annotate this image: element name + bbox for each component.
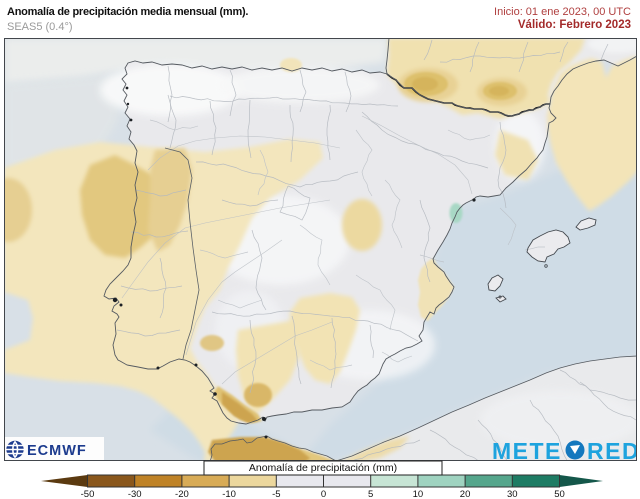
svg-text:20: 20 — [460, 489, 471, 499]
svg-text:50: 50 — [554, 489, 565, 499]
svg-text:30: 30 — [507, 489, 518, 499]
svg-text:5: 5 — [368, 489, 373, 499]
svg-text:-10: -10 — [222, 489, 236, 499]
svg-text:Anomalía de precipitación (mm): Anomalía de precipitación (mm) — [249, 462, 397, 474]
svg-text:RED: RED — [587, 438, 640, 464]
svg-text:-50: -50 — [81, 489, 95, 499]
svg-text:ECMWF: ECMWF — [27, 443, 87, 459]
svg-text:-30: -30 — [128, 489, 142, 499]
svg-text:10: 10 — [413, 489, 424, 499]
svg-text:METE: METE — [492, 438, 562, 464]
svg-text:-20: -20 — [175, 489, 189, 499]
svg-text:0: 0 — [321, 489, 326, 499]
svg-text:-5: -5 — [272, 489, 280, 499]
